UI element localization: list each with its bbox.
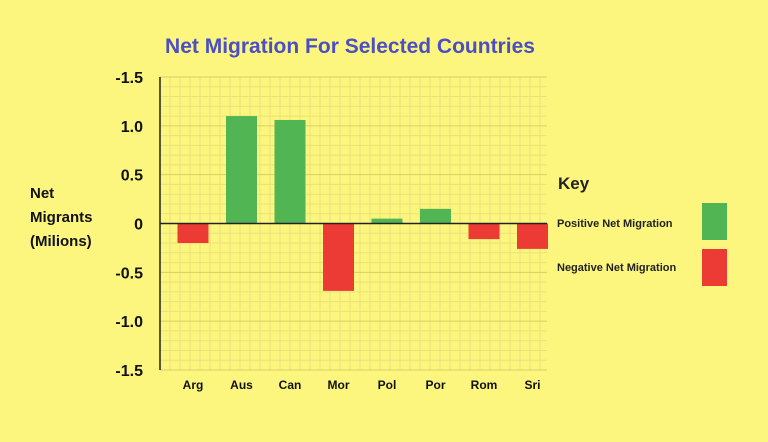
legend-swatch-positive [702,203,727,240]
y-axis-label-line-2: Migrants [30,209,93,226]
legend-swatch-negative [702,249,727,286]
y-axis-label-line-1: Net [30,185,55,202]
x-tick-label: Rom [471,378,498,392]
bar-sri [517,223,548,249]
y-axis-label: Net Migrants (Milions) [30,182,130,254]
bar-pol [371,218,403,224]
x-tick-label: Pol [378,378,397,392]
x-tick-label: Mor [328,378,350,392]
bar-can [274,119,306,224]
y-tick-label: 0 [134,217,143,234]
legend-label-positive: Positive Net Migration [557,218,673,230]
x-tick-label: Por [425,378,445,392]
y-axis-label-line-3: (Milions) [30,233,92,250]
bar-rom [468,223,500,240]
y-tick-label: -1.5 [115,70,143,87]
y-tick-label: -1.5 [115,363,143,380]
x-tick-label: Can [279,378,302,392]
chart-title: Net Migration For Selected Countries [165,35,535,58]
bar-mor [323,223,354,291]
x-tick-label: Arg [183,378,204,392]
legend-title: Key [558,174,590,193]
bar-aus [226,116,257,224]
x-tick-label: Sri [524,378,540,392]
y-tick-label: 1.0 [121,119,143,136]
y-tick-label: 0.5 [121,168,143,185]
x-tick-label: Aus [230,378,253,392]
legend-label-negative: Negative Net Migration [557,262,677,274]
bar-por [420,208,451,224]
y-tick-label: -1.0 [115,314,143,331]
y-tick-label: -0.5 [115,265,143,282]
bar-arg [177,223,209,244]
